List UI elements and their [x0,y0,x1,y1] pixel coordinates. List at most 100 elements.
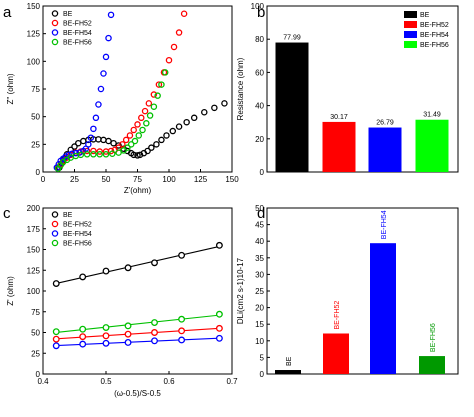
panel-d-bar-be-fh52 [323,333,349,374]
panel-d-bar-label-be-fh54: BE-FH54 [381,210,388,239]
panel-d-ytick-label: 25 [255,287,264,296]
panel-a-point-be-fh52 [134,121,141,128]
panel-a-ytick-label: 75 [31,85,40,94]
panel-a-point-be [158,136,165,144]
panel-c-point-be-fh56 [102,324,110,331]
panel-c-legend-marker [51,220,59,228]
panel-c-ytick-label: 25 [31,349,40,358]
panel-a-xtick-label: 50 [102,175,111,184]
panel-b-legend-swatch [404,41,417,48]
panel-c-legend-label: BE-FH54 [63,231,92,238]
panel-a-point-be-fh52 [170,43,178,51]
panel-c-point-be [124,264,132,272]
panel-a-point-be-fh54 [105,34,112,42]
panel-a-xaxis-label: Z'(ohm) [124,186,152,195]
panel-c-ytick-label: 150 [27,246,41,255]
panel-c-point-be-fh52 [178,327,186,335]
panel-letter-b: b [257,4,265,21]
panel-a-point-be-fh56 [77,151,85,159]
panel-a-point-be [100,136,107,144]
panel-a-point-be [169,127,177,135]
panel-a-ytick-label: 125 [27,30,41,39]
panel-a-ytick-label: 100 [27,57,41,66]
panel-a-point-be-fh54 [97,85,105,93]
panel-a-point-be-fh52 [138,114,145,122]
panel-c-legend-marker [51,211,59,218]
panel-a-point-be-fh56 [102,151,110,158]
panel-b-bar-be-fh54 [368,127,402,172]
panel-a-point-be-fh56 [131,137,139,145]
panel-a-point-be-fh52 [141,107,149,115]
panel-b-legend-swatch [404,11,417,18]
panel-d-ytick-label: 0 [260,370,265,379]
panel-a-point-be-fh54 [102,53,110,61]
panel-d-ytick-label: 10 [255,337,264,346]
panel-a-xtick-label: 125 [194,175,208,184]
panel-b-legend-label: BE-FH56 [420,42,449,49]
panel-b-frame [266,5,459,173]
panel-c-point-be-fh56 [52,328,60,336]
panel-a-legend-marker [51,10,59,17]
panel-b-yaxis-label: Resistance (ohm) [236,57,245,120]
panel-a-point-be-fh56 [154,92,161,99]
panel-b-legend-label: BE-FH52 [420,22,449,29]
panel-c-point-be-fh56 [151,319,158,326]
panel-d-ytick-label: 40 [255,237,264,246]
panel-a-xtick-label: 0 [41,175,46,184]
panel-c-legend-label: BE [63,212,73,219]
panel-a-point-be [221,100,228,107]
panel-a-point-be-fh52 [122,136,130,144]
panel-a-point-be-fh56 [135,132,143,139]
panel-d-ytick-label: 15 [255,320,264,329]
panel-a-point-be-fh56 [139,126,146,134]
panel-d-bar-be-fh56 [419,356,445,374]
panel-c-point-be [52,280,60,287]
panel-a-point-be-fh56 [90,151,97,158]
panel-a-point-be [115,142,122,149]
panel-a-ytick-label: 50 [31,113,40,122]
panel-a-point-be-fh56 [124,144,131,151]
panel-c-point-be [215,241,223,249]
panel-a-point-be-fh56 [161,69,169,76]
panel-a-nyquist-plot: 0 25 50 75 100 125 150 0 25 50 75 100 125 150 Z'(ohm) Z… [6,2,239,195]
panel-a-point-be-fh56 [83,151,91,158]
panel-c-point-be-fh52 [102,332,110,340]
panel-b-ytick-label: 80 [255,35,264,44]
panel-c-ytick-label: 0 [36,370,41,379]
panel-d-bar-be [275,370,301,374]
panel-d-ytick-label: 35 [255,254,264,263]
panel-c-point-be-fh54 [215,334,223,342]
panel-a-xtick-label: 100 [162,175,176,184]
panel-a-ytick-label: 25 [31,140,40,149]
panel-a-point-be [144,147,151,155]
panel-a-point-be-fh52 [165,56,173,64]
panel-c-ytick-label: 200 [27,204,41,213]
panel-a-point-be-fh54 [92,114,100,122]
panel-a-point-be-fh52 [130,126,137,134]
panel-a-point-be [71,143,78,150]
panel-d-ytick-label: 50 [255,204,264,213]
panel-a-point-be [110,139,117,147]
panel-a-point-be-fh52 [90,147,97,155]
panel-b-value-label: 26.79 [376,120,394,127]
panel-c-xtick-label: 0.6 [163,377,175,386]
panel-b-bar-be [275,42,309,173]
panel-c-point-be-fh52 [215,324,223,332]
panel-a-yaxis-label: Z'' (ohm) [6,73,15,104]
panel-a-point-be [190,114,198,122]
panel-b-bar-be-fh56 [415,119,449,172]
panel-c-ytick-label: 175 [27,225,41,234]
panel-a-point-be [75,139,82,147]
panel-b-ytick-label: 20 [255,135,264,144]
panel-b-ytick-label: 40 [255,102,264,111]
panel-c-point-be [102,267,110,275]
panel-a-point-be [175,123,183,130]
panel-c-point-be-fh56 [124,322,132,330]
panel-a-point-be-fh56 [158,81,165,88]
panel-a-point-be-fh56 [109,150,116,157]
panel-a-point-be-fh56 [127,141,135,148]
panel-b-value-label: 30.17 [330,114,348,121]
panel-a-point-be-fh52 [145,100,153,107]
panel-a-point-be-fh52 [155,81,163,88]
panel-c-xtick-label: 0.4 [37,377,49,386]
